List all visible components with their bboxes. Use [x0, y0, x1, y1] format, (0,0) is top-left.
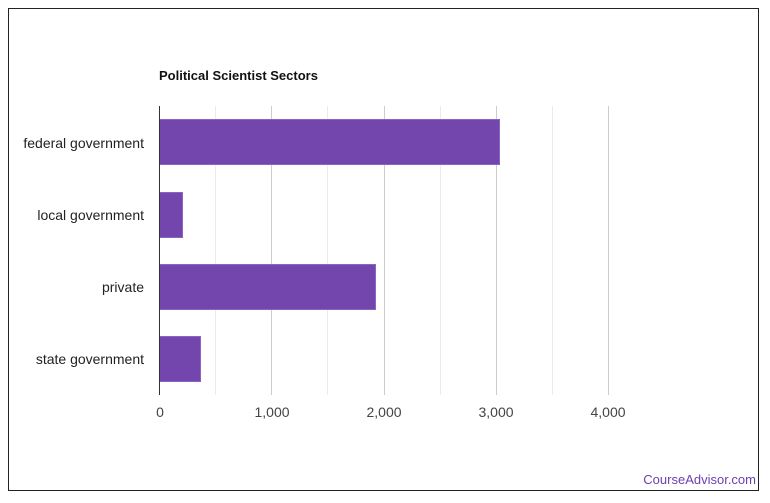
gridline-major	[608, 106, 609, 395]
gridline-major	[384, 106, 385, 395]
chart-frame	[8, 8, 759, 491]
bar-private[interactable]	[159, 264, 376, 310]
x-tick-label: 1,000	[254, 404, 290, 420]
gridline-minor	[327, 106, 328, 395]
bar-federal-government[interactable]	[159, 119, 500, 165]
x-tick-label: 0	[156, 404, 164, 420]
category-label: private	[101, 279, 144, 295]
bar-state-government[interactable]	[159, 336, 201, 382]
category-label: federal government	[23, 135, 144, 151]
gridline-major	[271, 106, 272, 395]
y-axis-line	[159, 106, 160, 395]
plot-area	[159, 106, 639, 395]
gridline-minor	[440, 106, 441, 395]
x-tick-label: 4,000	[590, 404, 626, 420]
bar-local-government[interactable]	[159, 192, 183, 238]
gridline-major	[496, 106, 497, 395]
gridline-minor	[215, 106, 216, 395]
category-label: local government	[37, 207, 144, 223]
brand-link[interactable]: CourseAdvisor.com	[643, 472, 756, 487]
gridline-minor	[552, 106, 553, 395]
x-tick-label: 3,000	[478, 404, 514, 420]
chart-title: Political Scientist Sectors	[159, 68, 318, 83]
category-label: state government	[35, 351, 144, 367]
x-tick-label: 2,000	[366, 404, 402, 420]
